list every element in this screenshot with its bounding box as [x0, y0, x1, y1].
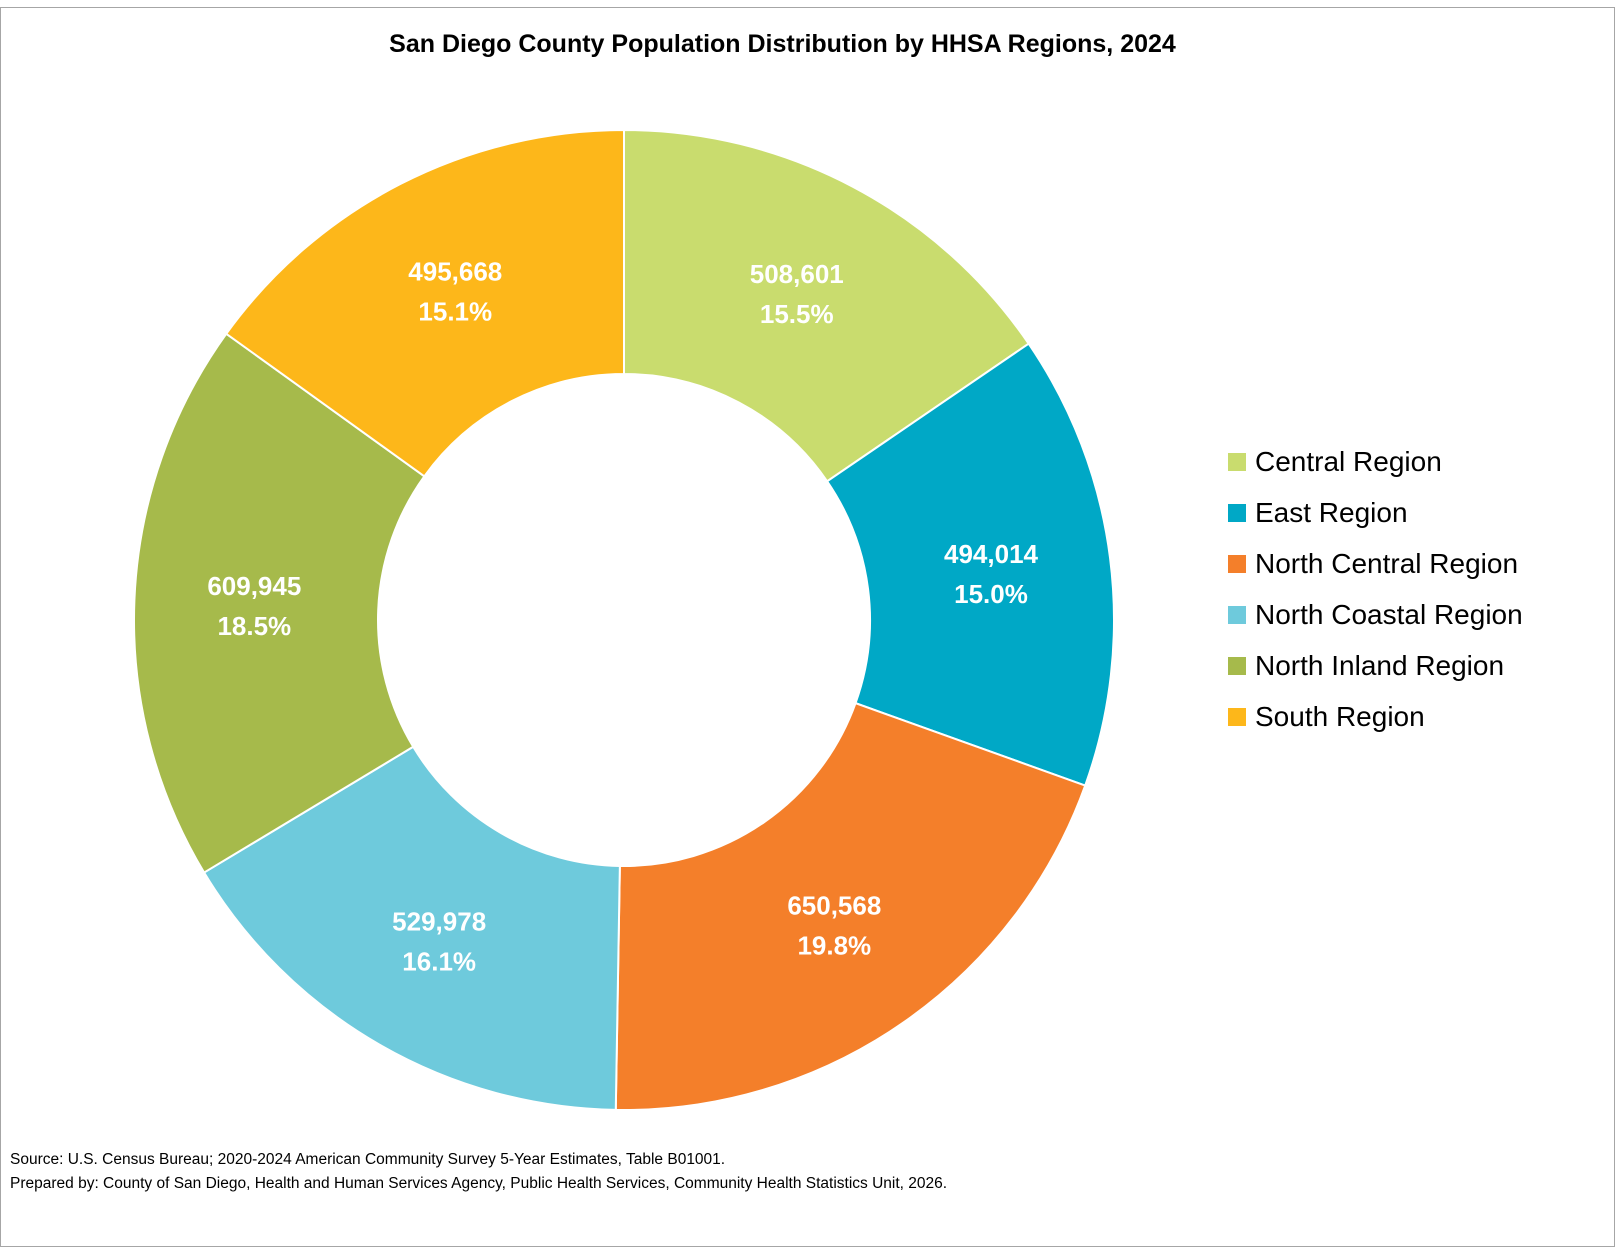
- percent-label-south-region: 15.1%: [418, 297, 492, 327]
- slice-central-region: [623, 128, 1031, 483]
- slice-north-coastal-region: [202, 745, 621, 1111]
- source-note: Source: U.S. Census Bureau; 2020-2024 Am…: [10, 1151, 726, 1168]
- legend-item-north-coastal: North Coastal Region: [1228, 589, 1523, 640]
- value-label-east-region: 494,014: [944, 539, 1039, 569]
- legend-label-north-inland: North Inland Region: [1255, 649, 1505, 681]
- legend-label-east: East Region: [1255, 496, 1408, 528]
- legend-label-north-coastal: North Coastal Region: [1255, 598, 1523, 630]
- value-label-north-coastal-region: 529,978: [392, 907, 486, 937]
- value-label-north-central-region: 650,568: [787, 890, 881, 920]
- legend-swatch-south: [1228, 707, 1246, 726]
- donut-slices: [133, 128, 1115, 1111]
- legend-item-north-inland: North Inland Region: [1228, 640, 1523, 691]
- legend-item-central: Central Region: [1228, 436, 1523, 487]
- legend-swatch-east: [1228, 503, 1246, 522]
- legend-label-south: South Region: [1255, 700, 1425, 732]
- legend-item-south: South Region: [1228, 691, 1523, 742]
- slice-north-inland-region: [133, 332, 426, 874]
- legend-label-central: Central Region: [1255, 445, 1442, 477]
- legend-swatch-north-central: [1228, 554, 1246, 573]
- chart-legend: Central Region East Region North Central…: [1228, 436, 1523, 742]
- legend-swatch-north-coastal: [1228, 605, 1246, 624]
- legend-label-north-central: North Central Region: [1255, 547, 1519, 579]
- legend-swatch-central: [1228, 452, 1246, 471]
- legend-item-north-central: North Central Region: [1228, 538, 1523, 589]
- slice-north-central-region: [614, 701, 1087, 1111]
- chart-footer: Source: U.S. Census Bureau; 2020-2024 Am…: [10, 1148, 947, 1196]
- prepared-by-note: Prepared by: County of San Diego, Health…: [10, 1175, 948, 1192]
- slice-south-region: [224, 128, 625, 478]
- legend-swatch-north-inland: [1228, 656, 1246, 675]
- value-label-central-region: 508,601: [750, 259, 844, 289]
- data-labels: 508,601 15.5% 494,014 15.0% 650,568 19.8% 529,…: [207, 257, 1038, 977]
- slice-east-region: [825, 342, 1115, 787]
- percent-label-north-inland-region: 18.5%: [217, 611, 291, 641]
- percent-label-north-coastal-region: 16.1%: [402, 947, 476, 977]
- percent-label-north-central-region: 19.8%: [797, 930, 871, 960]
- percent-label-east-region: 15.0%: [954, 579, 1028, 609]
- value-label-north-inland-region: 609,945: [207, 571, 301, 601]
- percent-label-central-region: 15.5%: [760, 299, 834, 329]
- legend-item-east: East Region: [1228, 487, 1523, 538]
- chart-title: San Diego County Population Distribution…: [389, 30, 1176, 58]
- value-label-south-region: 495,668: [408, 257, 502, 287]
